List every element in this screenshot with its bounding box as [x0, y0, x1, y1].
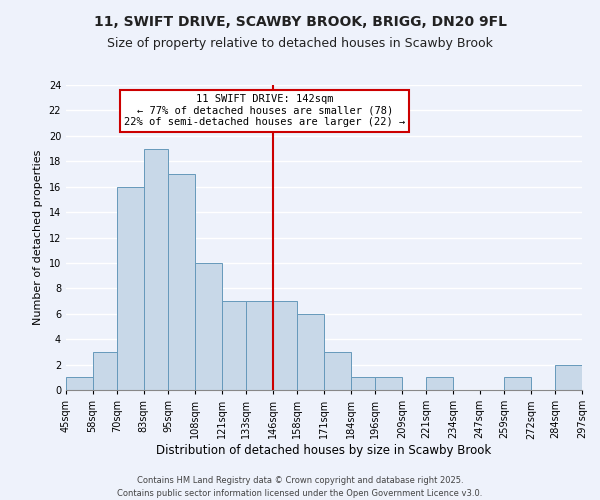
- Bar: [117, 186, 144, 390]
- Text: Contains public sector information licensed under the Open Government Licence v3: Contains public sector information licen…: [118, 489, 482, 498]
- Bar: [427, 378, 453, 390]
- Bar: [144, 148, 169, 390]
- Text: Size of property relative to detached houses in Scawby Brook: Size of property relative to detached ho…: [107, 38, 493, 51]
- Bar: [246, 301, 273, 390]
- Text: Contains HM Land Registry data © Crown copyright and database right 2025.: Contains HM Land Registry data © Crown c…: [137, 476, 463, 485]
- Y-axis label: Number of detached properties: Number of detached properties: [33, 150, 43, 325]
- Bar: [324, 352, 350, 390]
- Text: 11, SWIFT DRIVE, SCAWBY BROOK, BRIGG, DN20 9FL: 11, SWIFT DRIVE, SCAWBY BROOK, BRIGG, DN…: [94, 15, 506, 29]
- Bar: [273, 301, 298, 390]
- Bar: [375, 378, 402, 390]
- Bar: [350, 378, 375, 390]
- Bar: [169, 174, 195, 390]
- X-axis label: Distribution of detached houses by size in Scawby Brook: Distribution of detached houses by size …: [157, 444, 491, 457]
- Bar: [504, 378, 531, 390]
- Bar: [221, 301, 246, 390]
- Bar: [92, 352, 117, 390]
- Bar: [66, 378, 92, 390]
- Text: 11 SWIFT DRIVE: 142sqm
← 77% of detached houses are smaller (78)
22% of semi-det: 11 SWIFT DRIVE: 142sqm ← 77% of detached…: [124, 94, 405, 128]
- Bar: [195, 263, 221, 390]
- Bar: [556, 364, 582, 390]
- Bar: [298, 314, 324, 390]
